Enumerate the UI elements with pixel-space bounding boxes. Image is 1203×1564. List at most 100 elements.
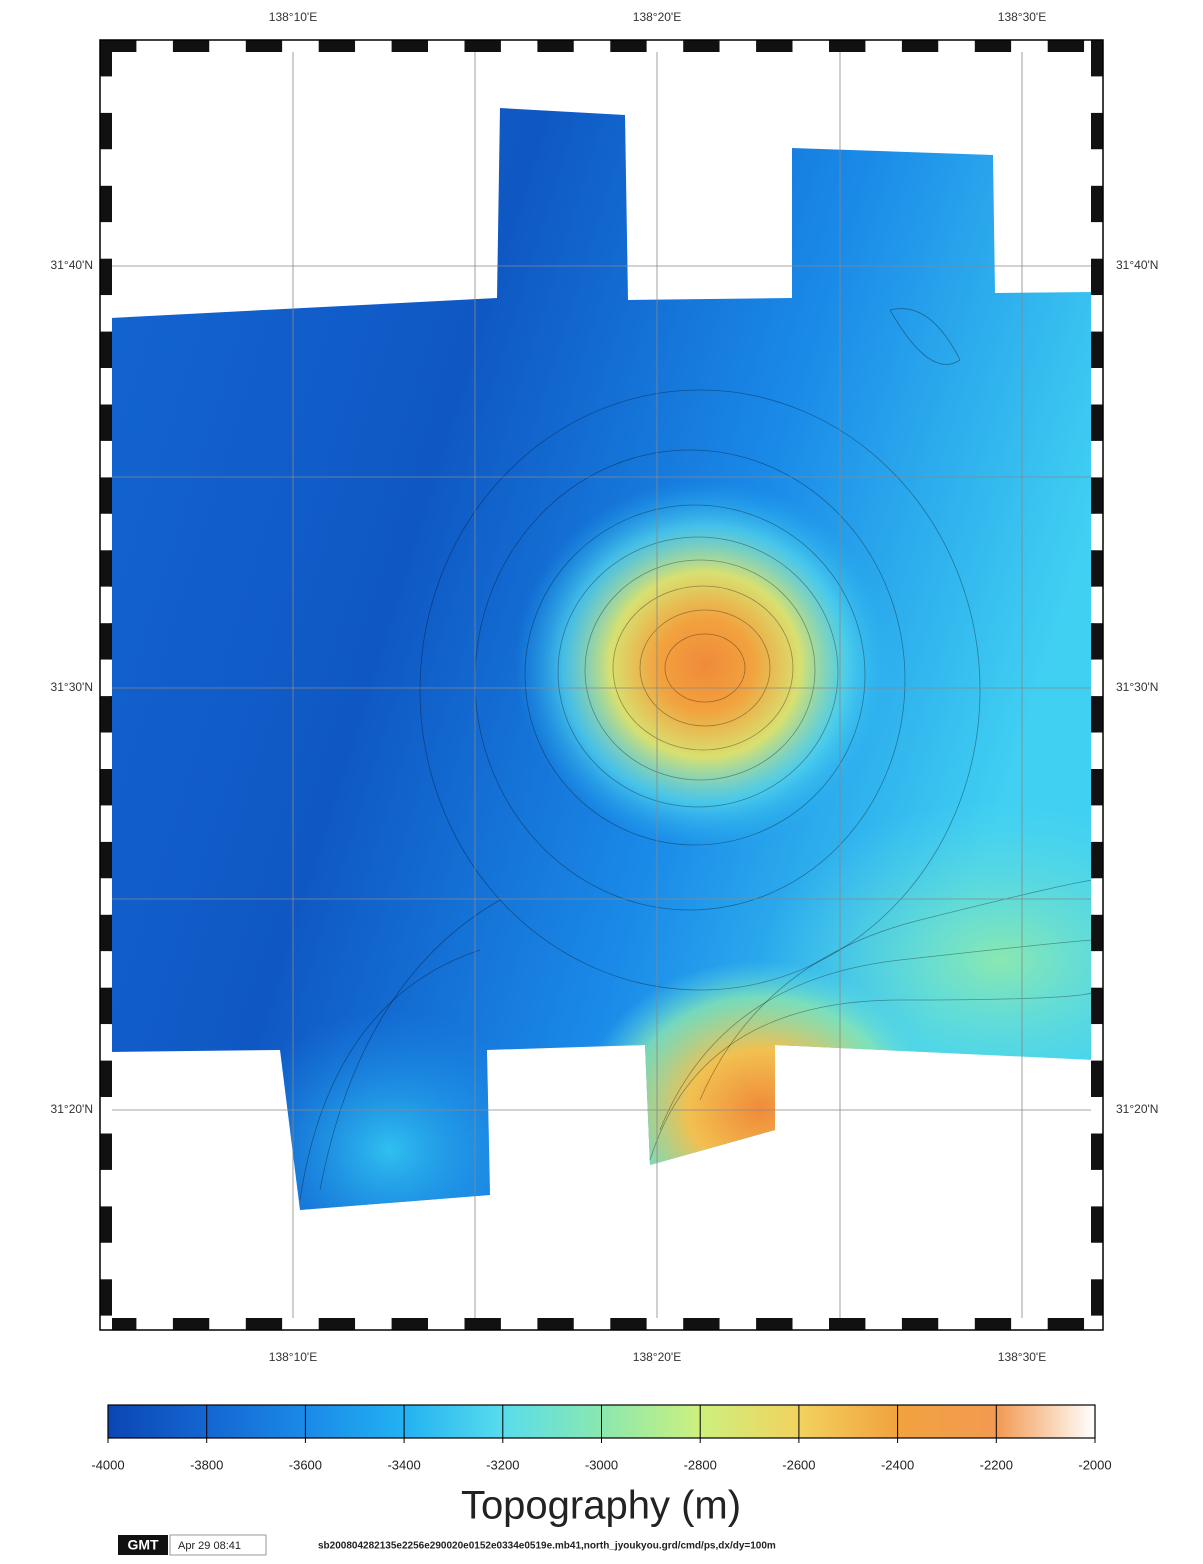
frame-segment [1048, 40, 1084, 52]
frame-segment [1091, 149, 1103, 185]
frame-segment [100, 1170, 112, 1206]
frame-segment [1091, 587, 1103, 623]
colorbar-tick-label: -3000 [585, 1457, 618, 1472]
frame-segment [975, 40, 1011, 52]
lon-label: 138°20'E [633, 1350, 681, 1364]
frame-segment [246, 1318, 282, 1330]
frame-segment [1091, 477, 1103, 513]
frame-segment [100, 1243, 112, 1279]
frame-segment [100, 696, 112, 732]
frame-segment [1091, 1206, 1103, 1242]
colorbar-segment [108, 1405, 207, 1438]
frame-segment [1091, 1279, 1103, 1315]
colorbar-tick-label: -4000 [91, 1457, 124, 1472]
frame-segment [902, 1318, 938, 1330]
frame-segment [975, 1318, 1011, 1330]
frame-segment [100, 1097, 112, 1133]
colorbar-segment [898, 1405, 997, 1438]
frame-segment [100, 1134, 112, 1170]
page: 138°10'E 138°20'E 138°30'E 138°10'E 138°… [0, 0, 1203, 1559]
frame-segment [100, 733, 112, 769]
frame-segment [100, 40, 112, 76]
colorbar-tick-label: -2800 [684, 1457, 717, 1472]
frame-segment [246, 40, 282, 52]
frame-segment [1091, 186, 1103, 222]
frame-segment [100, 550, 112, 586]
frame-segment [100, 368, 112, 404]
frame-segment [829, 1318, 865, 1330]
frame-segment [100, 441, 112, 477]
frame-segment [100, 477, 112, 513]
frame-segment [1091, 623, 1103, 659]
frame-segment [1091, 951, 1103, 987]
frame-segment [1091, 915, 1103, 951]
frame-segment [100, 259, 112, 295]
lat-label: 31°30'N [51, 680, 93, 694]
frame-segment [610, 1318, 646, 1330]
frame-segment [683, 40, 719, 52]
frame-segment [282, 1318, 318, 1330]
frame-segment [428, 1318, 464, 1330]
frame-segment [1091, 1316, 1103, 1330]
frame-segment [465, 1318, 501, 1330]
colorbar-tick-label: -3600 [289, 1457, 322, 1472]
bathymetry [100, 100, 1203, 1290]
frame-segment [100, 1316, 112, 1330]
colorbar: -4000-3800-3600-3400-3200-3000-2800-2600… [91, 1405, 1111, 1472]
frame-segment [501, 1318, 537, 1330]
frame-segment [1091, 1134, 1103, 1170]
frame-segment [1091, 1170, 1103, 1206]
colorbar-tick-label: -3400 [387, 1457, 420, 1472]
frame-segment [319, 1318, 355, 1330]
frame-segment [100, 660, 112, 696]
lon-label: 138°30'E [998, 10, 1046, 24]
frame-segment [793, 40, 829, 52]
frame-segment [574, 1318, 610, 1330]
colorbar-tick-label: -2400 [881, 1457, 914, 1472]
frame-segment [793, 1318, 829, 1330]
lat-label: 31°30'N [1116, 680, 1158, 694]
colorbar-segment [996, 1405, 1095, 1438]
lon-label: 138°10'E [269, 1350, 317, 1364]
frame-segment [173, 40, 209, 52]
colorbar-label: Topography (m) [461, 1484, 741, 1528]
colorbar-segment [305, 1405, 404, 1438]
frame-segment [1091, 76, 1103, 112]
frame-segment [647, 40, 683, 52]
frame-segment [1091, 295, 1103, 331]
frame-segment [100, 332, 112, 368]
frame-segment [756, 1318, 792, 1330]
frame-segment [1091, 769, 1103, 805]
frame-segment [720, 40, 756, 52]
frame-segment [938, 40, 974, 52]
frame-segment [1091, 988, 1103, 1024]
frame-segment [100, 988, 112, 1024]
gmt-logo: GMT [127, 1537, 159, 1553]
frame-segment [865, 40, 901, 52]
frame-segment [647, 1318, 683, 1330]
frame-segment [1091, 368, 1103, 404]
frame-segment [683, 1318, 719, 1330]
frame-segment [100, 1279, 112, 1315]
colorbar-tick-label: -3800 [190, 1457, 223, 1472]
colorbar-segment [207, 1405, 306, 1438]
frame-segment [1091, 696, 1103, 732]
frame-segment [1091, 1097, 1103, 1133]
frame-segment [1091, 842, 1103, 878]
frame-segment [173, 1318, 209, 1330]
frame-segment [1091, 259, 1103, 295]
frame-segment [100, 405, 112, 441]
frame-segment [1091, 405, 1103, 441]
frame-segment [428, 40, 464, 52]
colorbar-segment [503, 1405, 602, 1438]
lat-label: 31°20'N [51, 1102, 93, 1116]
frame-segment [1091, 514, 1103, 550]
frame-segment [829, 40, 865, 52]
colorbar-segment [799, 1405, 898, 1438]
frame-segment [1091, 332, 1103, 368]
frame-segment [100, 769, 112, 805]
frame-segment [465, 40, 501, 52]
frame-segment [100, 842, 112, 878]
colorbar-segment [602, 1405, 701, 1438]
frame-segment [537, 1318, 573, 1330]
